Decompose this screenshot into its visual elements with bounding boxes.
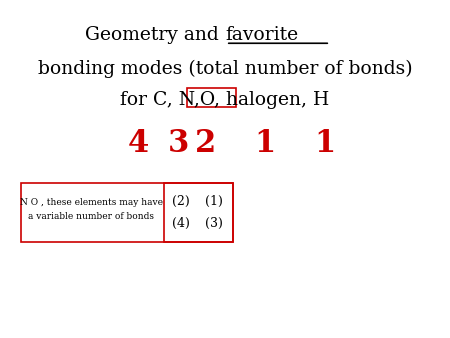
Text: bonding modes (total number of bonds): bonding modes (total number of bonds) xyxy=(38,60,412,78)
Text: (1): (1) xyxy=(206,195,223,208)
Text: (3): (3) xyxy=(206,217,223,230)
Text: favorite: favorite xyxy=(225,26,298,45)
Text: 1: 1 xyxy=(255,128,276,159)
Text: for C, N,O, halogen, H: for C, N,O, halogen, H xyxy=(121,91,329,109)
Text: 2: 2 xyxy=(195,128,216,159)
Text: (2): (2) xyxy=(171,195,189,208)
Text: 1: 1 xyxy=(314,128,335,159)
Text: a variable number of bonds: a variable number of bonds xyxy=(28,212,154,221)
Text: N O , these elements may have: N O , these elements may have xyxy=(20,198,163,207)
Text: 4: 4 xyxy=(127,128,148,159)
Text: (4): (4) xyxy=(171,217,189,230)
Text: Geometry and: Geometry and xyxy=(85,26,225,45)
Text: 3: 3 xyxy=(168,128,189,159)
